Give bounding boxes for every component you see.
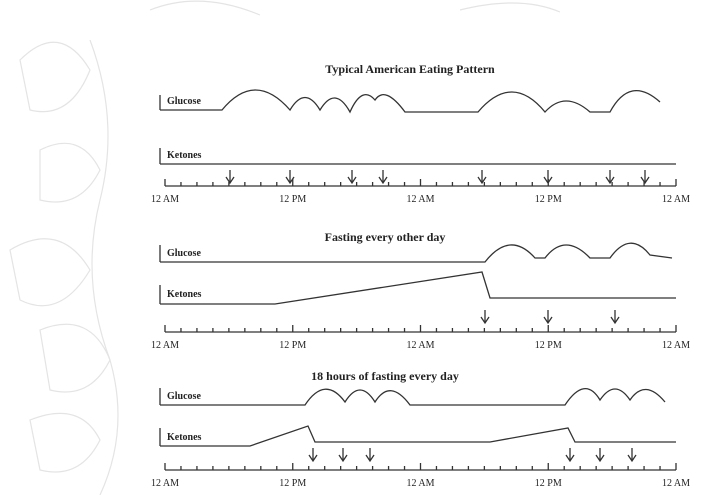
row-label: Glucose bbox=[167, 96, 201, 107]
axis-label: 12 PM bbox=[279, 340, 306, 351]
diagram: Typical American Eating Pattern Glucose … bbox=[0, 0, 720, 495]
row-label: Glucose bbox=[167, 391, 201, 402]
panel-title: Fasting every other day bbox=[325, 230, 446, 244]
axis-label: 12 PM bbox=[279, 478, 306, 489]
axis-label: 12 AM bbox=[151, 194, 179, 205]
row-label: Ketones bbox=[167, 150, 202, 161]
axis-label: 12 AM bbox=[406, 478, 434, 489]
axis-label: 12 PM bbox=[535, 194, 562, 205]
row-label: Ketones bbox=[167, 432, 202, 443]
axis-label: 12 AM bbox=[151, 478, 179, 489]
axis-label: 12 AM bbox=[662, 194, 690, 205]
axis-label: 12 AM bbox=[406, 340, 434, 351]
panel-title: 18 hours of fasting every day bbox=[311, 369, 459, 383]
axis-label: 12 AM bbox=[406, 194, 434, 205]
axis-label: 12 PM bbox=[279, 194, 306, 205]
axis-label: 12 AM bbox=[151, 340, 179, 351]
panel-title: Typical American Eating Pattern bbox=[325, 62, 495, 76]
row-label: Glucose bbox=[167, 248, 201, 259]
axis-label: 12 PM bbox=[535, 340, 562, 351]
axis-label: 12 AM bbox=[662, 478, 690, 489]
row-label: Ketones bbox=[167, 289, 202, 300]
axis-label: 12 PM bbox=[535, 478, 562, 489]
axis-label: 12 AM bbox=[662, 340, 690, 351]
